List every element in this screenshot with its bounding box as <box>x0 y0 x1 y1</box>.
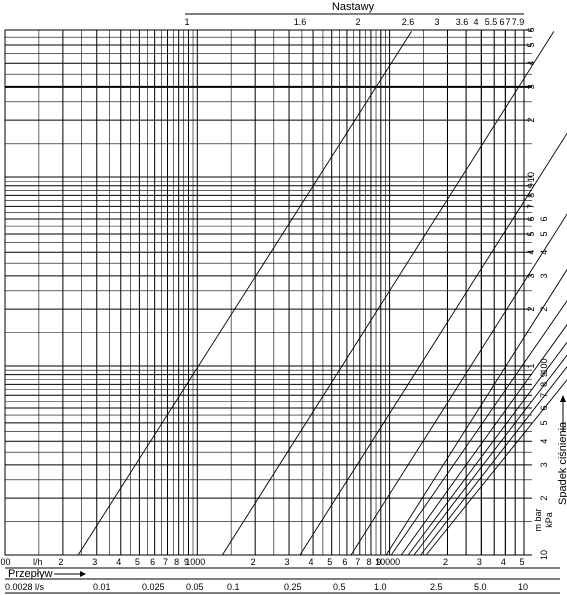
x-tick-label: 7 <box>163 557 168 567</box>
series-label: 3.6 <box>456 17 469 27</box>
x-secondary-tick-label: 2.5 <box>430 582 443 592</box>
y-tick-label-inner: 5 <box>526 231 536 236</box>
y-tick-label-inner: 2 <box>526 307 536 312</box>
x-tick-label: 2 <box>443 557 448 567</box>
x-tick-label: 4 <box>501 557 506 567</box>
x-tick-label: 2 <box>251 557 256 567</box>
series-line-7 <box>420 366 567 556</box>
x-tick-label: 7 <box>355 557 360 567</box>
x-secondary-tick-label: 10 <box>518 582 528 592</box>
series-label: 6 <box>499 17 504 27</box>
series-line-6 <box>413 354 567 556</box>
y-axis-title: Spadek ciśnienia <box>557 421 567 505</box>
y-tick-label-inner: 8 <box>526 193 536 198</box>
y-tick-label-inner: 3 <box>526 84 536 89</box>
x-tick-label: 6 <box>150 557 155 567</box>
x-unit-primary: l/h <box>33 557 43 567</box>
setting-curves <box>77 31 567 556</box>
series-line-3 <box>385 268 567 556</box>
y-tick-label-inner: 4 <box>526 250 536 255</box>
series-line-3_6 <box>390 300 567 556</box>
y-unit-secondary: kPa <box>544 512 554 528</box>
x-secondary-tick-label: 0.5 <box>333 582 346 592</box>
flow-arrowhead <box>80 571 86 577</box>
x-tick-label: 1000 <box>185 557 205 567</box>
series-label: 1.6 <box>294 17 307 27</box>
x-tick-label: 5 <box>135 557 140 567</box>
series-label: 7.9 <box>512 17 525 27</box>
y-tick-label-right: 4 <box>539 250 549 255</box>
x-secondary-tick-label: 0.01 <box>93 582 111 592</box>
series-label: 4 <box>473 17 478 27</box>
x-tick-label: 10000 <box>375 557 400 567</box>
y-tick-label-inner: 7 <box>526 204 536 209</box>
y-tick-label-right: 5 <box>539 231 549 236</box>
y-tick-label-right: 10 <box>539 550 549 560</box>
y-tick-label-inner: 6 <box>526 216 536 221</box>
series-line-5_5 <box>407 341 567 556</box>
x-tick-label: 9 <box>184 557 189 567</box>
series-label: 2 <box>355 17 360 27</box>
x-tick-label: 5 <box>519 557 524 567</box>
x-tick-label: 100 <box>0 557 11 567</box>
x-tick-label: 3 <box>92 557 97 567</box>
series-label: 2.6 <box>402 17 415 27</box>
series-label: 7 <box>505 17 510 27</box>
y-tick-label-right: 5 <box>539 420 549 425</box>
y-tick-label-right: 7 <box>539 393 549 398</box>
x-secondary-tick-label: 0.05 <box>186 582 204 592</box>
series-label: 1 <box>184 17 189 27</box>
y-tick-label-right: 4 <box>539 439 549 444</box>
series-line-1 <box>77 31 412 556</box>
y-tick-label-right: 100 <box>539 359 549 374</box>
series-label: 5.5 <box>485 17 498 27</box>
x-tick-label: 4 <box>116 557 121 567</box>
chart-grid <box>4 13 560 594</box>
x-tick-label: 6 <box>342 557 347 567</box>
y-tick-label-inner: 5 <box>526 42 536 47</box>
y-tick-label-inner: 1 <box>526 364 536 369</box>
chart-title: Nastawy <box>332 1 375 13</box>
x-secondary-tick-label: 0.25 <box>284 582 302 592</box>
series-line-4 <box>400 324 567 556</box>
y-tick-label-inner: 3 <box>526 273 536 278</box>
x-tick-label: 4 <box>309 557 314 567</box>
y-tick-label-right: 3 <box>539 462 549 467</box>
series-line-2_6 <box>350 213 567 556</box>
y-tick-label-inner: 10 <box>526 172 536 182</box>
series-line-7_9 <box>425 379 567 556</box>
y-tick-label-inner: 4 <box>526 61 536 66</box>
x-axis-title: Przepływ <box>8 568 53 580</box>
y-unit-primary: m bar <box>533 508 543 531</box>
y-tick-label-right: 6 <box>539 405 549 410</box>
y-tick-label-right: 6 <box>539 216 549 221</box>
y-tick-label-inner: 9 <box>526 183 536 188</box>
pressure-arrowhead <box>560 395 566 402</box>
y-tick-label-right: 3 <box>539 273 549 278</box>
series-line-2 <box>299 132 567 556</box>
x-tick-label: 3 <box>477 557 482 567</box>
x-tick-label: 8 <box>174 557 179 567</box>
y-tick-label-inner: 2 <box>526 118 536 123</box>
x-secondary-tick-label: 0.025 <box>142 582 165 592</box>
x-tick-label: 9 <box>376 557 381 567</box>
x-secondary-tick-label: 1.0 <box>374 582 387 592</box>
x-tick-label: 2 <box>58 557 63 567</box>
y-tick-label-right: 9 <box>539 372 549 377</box>
x-tick-label: 5 <box>327 557 332 567</box>
y-tick-label-inner: 6 <box>526 27 536 32</box>
x-secondary-tick-label: 5.0 <box>474 582 487 592</box>
y-tick-label-right: 2 <box>539 496 549 501</box>
plot-frame <box>4 29 525 556</box>
x-tick-label: 8 <box>366 557 371 567</box>
x-secondary-tick-label: 0.1 <box>227 582 240 592</box>
x-secondary-tick-label: 0.0028 l/s <box>5 582 45 592</box>
y-tick-label-right: 2 <box>539 307 549 312</box>
y-tick-label-right: 8 <box>539 382 549 387</box>
x-tick-label: 3 <box>285 557 290 567</box>
series-line-1_6 <box>221 31 555 556</box>
series-label: 3 <box>434 17 439 27</box>
